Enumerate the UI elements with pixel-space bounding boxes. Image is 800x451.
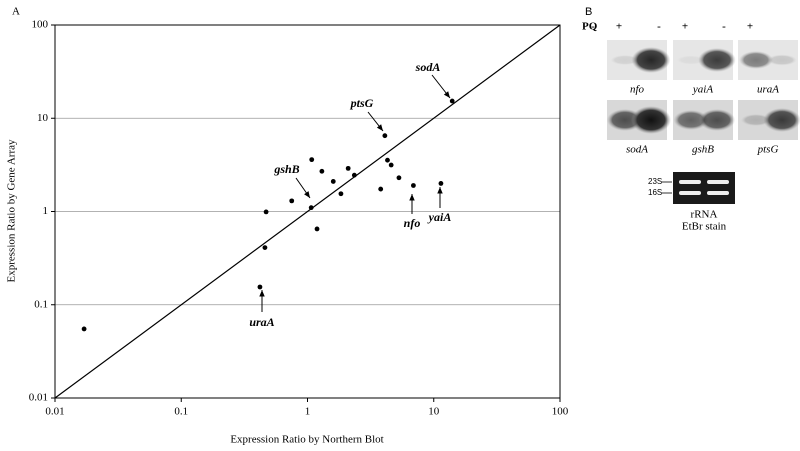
gel-band xyxy=(707,180,729,184)
data-point xyxy=(289,198,295,204)
data-point xyxy=(319,168,325,174)
annotation: ptsG xyxy=(350,96,374,110)
treatment-label: PQ xyxy=(582,21,598,33)
blot-label: ptsG xyxy=(757,144,779,156)
y-tick-label: 10 xyxy=(37,112,49,124)
data-point xyxy=(308,205,314,211)
arrow-head xyxy=(409,194,415,201)
blot-label: yaiA xyxy=(692,84,713,96)
data-point xyxy=(411,183,416,188)
lane-label: - xyxy=(722,21,726,33)
annotation: yaiA xyxy=(427,210,452,224)
lane-label: + xyxy=(682,21,688,33)
data-point xyxy=(378,186,384,192)
gel-marker: 16S xyxy=(648,188,662,197)
blot-band xyxy=(631,47,671,73)
data-point xyxy=(309,157,315,163)
annotation: sodA xyxy=(415,60,441,74)
lane-label: + xyxy=(616,21,622,33)
y-tick-label: 0.1 xyxy=(34,298,48,310)
panel-label: B xyxy=(585,6,592,18)
data-point xyxy=(314,226,320,232)
gel-caption: EtBr stain xyxy=(682,221,727,233)
data-point xyxy=(345,165,351,171)
plot-frame xyxy=(54,24,561,399)
blot-band xyxy=(740,114,772,126)
data-point xyxy=(438,181,444,186)
gel-band xyxy=(679,191,701,195)
gel-image xyxy=(673,172,735,204)
data-point xyxy=(330,179,336,184)
gel-marker: 23S xyxy=(648,177,662,186)
data-point xyxy=(382,133,388,139)
x-tick-label: 100 xyxy=(552,406,569,418)
arrow-head xyxy=(304,191,310,198)
blot-label: sodA xyxy=(626,144,648,156)
y-tick-label: 0.01 xyxy=(29,392,48,404)
arrow-head xyxy=(437,187,443,194)
blot-band xyxy=(739,51,773,69)
arrow-head xyxy=(259,290,265,297)
data-point xyxy=(396,175,402,181)
x-tick-label: 0.01 xyxy=(45,406,64,418)
blot-label: nfo xyxy=(630,84,645,96)
y-axis-label: Expression Ratio by Gene Array xyxy=(6,139,18,282)
blot-band xyxy=(763,108,800,132)
x-tick-label: 0.1 xyxy=(174,406,188,418)
data-point xyxy=(388,162,394,168)
x-tick-label: 1 xyxy=(305,406,311,418)
gel-band xyxy=(707,191,729,195)
annotation: gshB xyxy=(273,162,299,176)
gel-band xyxy=(679,180,701,184)
blot-band xyxy=(631,106,671,134)
blot-label: uraA xyxy=(757,84,779,96)
data-point xyxy=(81,326,87,332)
identity-line xyxy=(54,24,561,399)
blot-band xyxy=(676,55,706,65)
y-tick-label: 100 xyxy=(32,19,49,31)
lane-label: - xyxy=(657,21,661,33)
blot-band xyxy=(698,109,736,131)
blot-band xyxy=(767,54,797,66)
gel-caption: rRNA xyxy=(691,209,718,221)
lane-label: + xyxy=(747,21,753,33)
data-point xyxy=(338,191,344,197)
blot-label: gshB xyxy=(692,144,714,156)
x-axis-label: Expression Ratio by Northern Blot xyxy=(230,434,383,446)
arrow-head xyxy=(443,91,450,98)
annotation: nfo xyxy=(404,216,421,230)
data-point xyxy=(449,98,455,104)
data-point xyxy=(385,157,390,163)
y-tick-label: 1 xyxy=(43,205,49,217)
data-point xyxy=(351,172,357,178)
blot-band xyxy=(698,48,736,72)
annotation: uraA xyxy=(249,315,274,329)
x-tick-label: 10 xyxy=(428,406,440,418)
data-point xyxy=(263,209,269,215)
arrow-head xyxy=(376,124,383,131)
data-point xyxy=(262,245,268,251)
data-point xyxy=(257,284,263,290)
panel-label: A xyxy=(12,6,20,18)
blot-band xyxy=(673,110,709,130)
lane-label: - xyxy=(591,21,595,33)
